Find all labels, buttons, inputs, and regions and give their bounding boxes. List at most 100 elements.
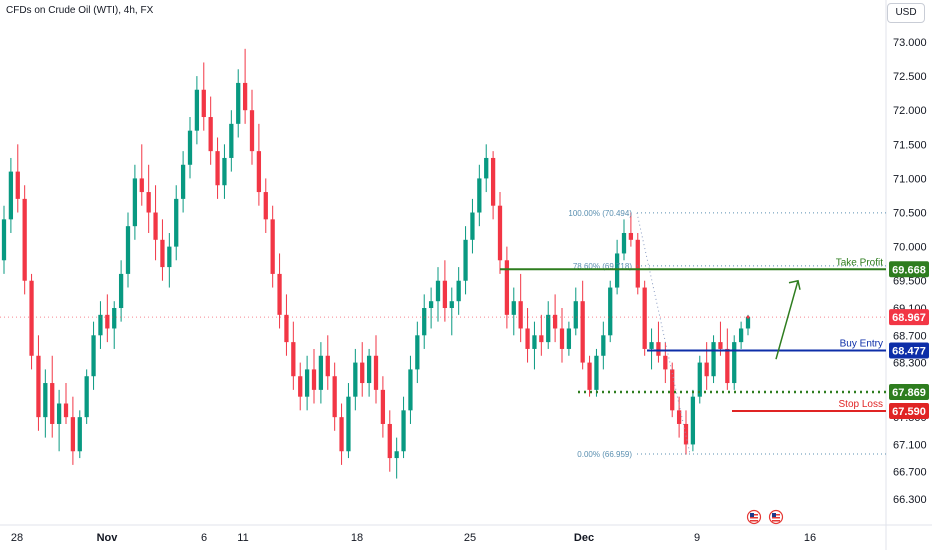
candle-body xyxy=(139,178,144,193)
level-label: Take Profit xyxy=(836,257,883,268)
candle-body xyxy=(580,301,585,363)
x-tick-label: 16 xyxy=(804,532,816,544)
candle-body xyxy=(490,157,496,206)
candle-body xyxy=(380,389,386,424)
level-label: Buy Entry xyxy=(840,339,883,350)
candle-body xyxy=(318,355,324,390)
us-flag-icon xyxy=(768,509,784,525)
x-tick-label: 18 xyxy=(351,532,363,544)
candle-body xyxy=(91,335,96,377)
fib-label: 0.00% (66.959) xyxy=(577,450,632,459)
candle-body xyxy=(153,212,158,240)
candle-body xyxy=(242,82,248,111)
candle-body xyxy=(442,280,448,309)
candle-body xyxy=(222,157,227,186)
candle-body xyxy=(249,110,255,152)
candle-body xyxy=(63,403,69,418)
y-tick-label: 66.700 xyxy=(893,467,927,479)
time-axis: 28 Nov 6 11 18 25 Dec 9 16 xyxy=(11,509,816,544)
candle-body xyxy=(29,280,34,356)
candle-body xyxy=(270,219,275,274)
candle-body xyxy=(463,239,468,281)
y-tick-label: 70.000 xyxy=(893,242,927,254)
currency-button[interactable]: USD xyxy=(887,3,925,23)
price-tag-text: 68.477 xyxy=(892,346,926,358)
candle-body xyxy=(346,396,351,452)
candle-body xyxy=(711,342,716,377)
candle-body xyxy=(160,239,165,268)
candle-body xyxy=(325,355,330,377)
candle-body xyxy=(298,376,303,397)
candle-body xyxy=(291,342,296,377)
candle-body xyxy=(311,369,317,390)
candle-body xyxy=(456,280,461,302)
candle-body xyxy=(339,417,344,452)
candle-body xyxy=(84,376,89,418)
candle-body xyxy=(22,198,27,281)
price-tag xyxy=(889,342,929,359)
price-tag-text: 69.668 xyxy=(892,264,926,276)
candle-body xyxy=(15,171,20,199)
y-tick-label: 69.500 xyxy=(893,276,927,288)
x-tick-label: Dec xyxy=(574,532,594,544)
candle-body xyxy=(628,232,634,240)
candle-body xyxy=(387,423,392,459)
y-tick-label: 71.000 xyxy=(893,173,927,185)
candle-body xyxy=(332,376,337,418)
candle-body xyxy=(718,342,723,349)
candle-body xyxy=(449,301,454,309)
candle-body xyxy=(614,253,620,288)
candle-body xyxy=(745,316,751,329)
candle-body xyxy=(180,164,186,199)
y-tick-label: 70.500 xyxy=(893,208,927,220)
price-tag-text: 68.967 xyxy=(892,312,926,324)
price-tag-text: 67.590 xyxy=(892,406,926,418)
candle-body xyxy=(263,192,268,220)
price-tag xyxy=(889,403,929,420)
candle-body xyxy=(167,246,172,268)
candle-body xyxy=(546,314,551,343)
candle-body xyxy=(125,226,131,274)
chart-title: CFDs on Crude Oil (WTI), 4h, FX xyxy=(6,5,154,16)
candle-body xyxy=(683,423,689,445)
candle-body xyxy=(132,178,138,227)
candle-body xyxy=(56,403,62,424)
x-tick-label: 9 xyxy=(694,532,700,544)
candle-body xyxy=(353,362,358,397)
candle-body xyxy=(587,362,592,390)
candle-body xyxy=(738,328,744,343)
x-tick-label: 6 xyxy=(201,532,207,544)
candle-body xyxy=(697,362,702,397)
candle-body xyxy=(415,335,420,370)
candle-body xyxy=(1,219,7,261)
candle-body xyxy=(215,151,220,186)
candle-body xyxy=(229,123,234,158)
candle-body xyxy=(635,239,640,288)
fib-label: 78.60% (69.718) xyxy=(573,262,632,271)
candle-body xyxy=(690,396,696,445)
y-tick-label: 66.300 xyxy=(893,494,927,506)
candle-body xyxy=(601,335,606,356)
candle-body xyxy=(373,355,379,390)
us-flag-icon xyxy=(746,509,762,525)
y-tick-label: 71.500 xyxy=(893,139,927,151)
candle-body xyxy=(732,342,737,384)
candle-body xyxy=(8,171,14,220)
candle-body xyxy=(36,355,41,418)
candle-body xyxy=(50,383,55,424)
candle-body xyxy=(236,82,241,124)
candle-body xyxy=(704,362,709,377)
candle-body xyxy=(484,157,489,179)
candle-body xyxy=(663,355,668,370)
price-tags: 69.668 68.477 67.869 67.590 68.967 xyxy=(889,261,929,420)
candle-body xyxy=(428,301,434,309)
candle-body xyxy=(105,314,110,329)
x-tick-label: 11 xyxy=(237,532,248,544)
candle-body xyxy=(112,308,117,329)
x-tick-label: Nov xyxy=(97,532,119,544)
candle-body xyxy=(366,355,372,384)
candle-body xyxy=(401,410,406,452)
